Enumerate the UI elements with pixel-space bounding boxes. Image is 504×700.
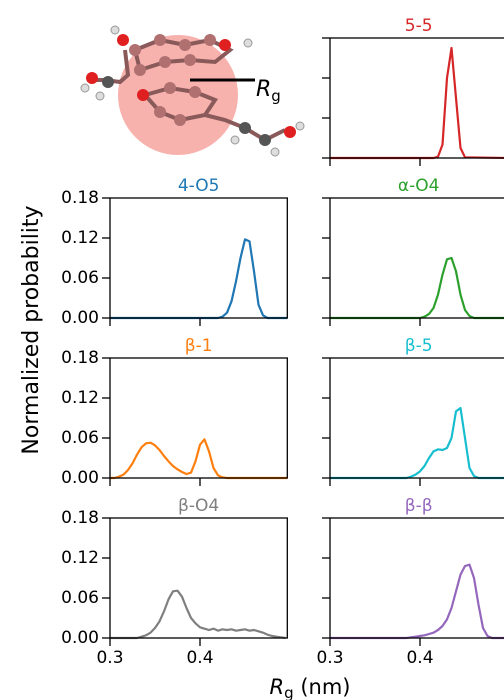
y-tick-label: 0.06 (61, 428, 99, 448)
y-tick-label: 0.00 (61, 628, 99, 648)
density-line (110, 589, 286, 640)
panel-title: 5-5 (405, 16, 433, 36)
x-tick-label: 0.4 (186, 648, 213, 668)
y-tick-label: 0.00 (61, 308, 99, 328)
y-tick-label: 0.00 (61, 468, 99, 488)
plot-frame (329, 197, 504, 319)
panel-title: α-O4 (398, 176, 440, 196)
x-tick-label: 0.4 (406, 648, 433, 668)
panel-title: β-β (405, 496, 433, 516)
density-line (330, 563, 504, 640)
y-tick-label: 0.06 (61, 268, 99, 288)
y-tick-label: 0.06 (61, 588, 99, 608)
panel-title: 4-O5 (178, 176, 220, 196)
density-line (110, 238, 288, 320)
y-tick-label: 0.12 (61, 548, 99, 568)
molecule-inset: Rg (80, 25, 305, 157)
plot-frame (109, 197, 288, 319)
panel-title: β-5 (405, 336, 433, 356)
plot-frame (329, 517, 504, 639)
density-line (330, 406, 504, 480)
y-tick-label: 0.18 (61, 348, 99, 368)
y-tick-label: 0.12 (61, 228, 99, 248)
rg-label: Rg (256, 77, 281, 105)
plot-frame (329, 37, 504, 159)
panel-title: β-O4 (178, 496, 219, 516)
x-tick-label: 0.3 (316, 648, 343, 668)
density-line (330, 256, 504, 320)
plot-frame (109, 517, 288, 639)
panel-title: β-1 (185, 336, 213, 356)
density-line (110, 438, 288, 480)
density-line (330, 46, 504, 160)
y-tick-label: 0.12 (61, 388, 99, 408)
x-tick-label: 0.3 (96, 648, 123, 668)
rg-sphere (118, 35, 238, 155)
plot-frame (329, 357, 504, 479)
x-axis-label: Rg (nm) (270, 675, 351, 700)
y-axis-label: Normalized probability (19, 205, 44, 454)
y-tick-label: 0.18 (61, 188, 99, 208)
y-tick-label: 0.18 (61, 508, 99, 528)
plot-frame (109, 357, 288, 479)
